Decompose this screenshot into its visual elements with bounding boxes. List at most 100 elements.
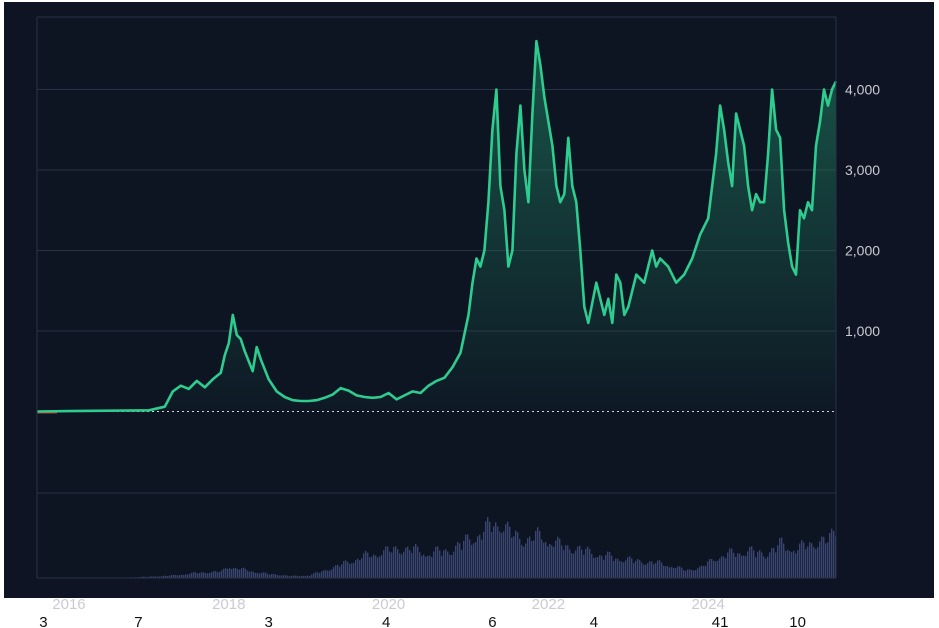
volume-bar [167, 576, 169, 578]
volume-bar [245, 568, 247, 578]
volume-bar [585, 548, 587, 578]
volume-bar [665, 566, 667, 578]
volume-bar [283, 575, 285, 578]
volume-bar [179, 575, 181, 578]
volume-bar [581, 549, 583, 578]
volume-bar [795, 553, 797, 578]
volume-bar [481, 539, 483, 578]
volume-bar [549, 544, 551, 578]
volume-bar [577, 546, 579, 578]
volume-bar [809, 542, 811, 578]
volume-bar [253, 571, 255, 578]
volume-bar [397, 549, 399, 578]
volume-bar [543, 542, 545, 578]
volume-bar [567, 545, 569, 578]
volume-bar [797, 550, 799, 578]
volume-bar [477, 536, 479, 578]
volume-bar [489, 521, 491, 578]
volume-bar [227, 568, 229, 578]
volume-bar [231, 568, 233, 578]
volume-bar [497, 526, 499, 578]
volume-bar [723, 556, 725, 578]
volume-bar [307, 575, 309, 578]
volume-bar [207, 573, 209, 578]
volume-bar [673, 567, 675, 578]
axes [36, 16, 837, 579]
volume-bar [747, 551, 749, 578]
volume-bar [701, 565, 703, 578]
volume-bar [303, 575, 305, 578]
volume-bar [291, 575, 293, 578]
volume-bar [781, 537, 783, 578]
volume-bar [233, 568, 235, 578]
volume-bar [765, 558, 767, 578]
volume-bar [601, 555, 603, 578]
volume-bar [201, 572, 203, 578]
volume-bar [529, 536, 531, 578]
volume-bar [151, 576, 153, 578]
volume-bar [555, 540, 557, 578]
volume-bar [473, 543, 475, 578]
price-area-fill [37, 41, 836, 412]
volume-bar [211, 571, 213, 578]
volume-bar [153, 576, 155, 578]
volume-bar [175, 575, 177, 578]
volume-bar [691, 569, 693, 578]
volume-bar [143, 576, 145, 578]
volume-bar [591, 554, 593, 578]
volume-bar [413, 546, 415, 578]
volume-bar [267, 573, 269, 578]
volume-bar [197, 573, 199, 578]
volume-bar [165, 575, 167, 578]
volume-bar [443, 550, 445, 578]
volume-bar [463, 540, 465, 578]
volume-bar [731, 548, 733, 578]
volume-bar [423, 554, 425, 578]
volume-bar [767, 556, 769, 578]
volume-bar [707, 561, 709, 578]
volume-bar [379, 556, 381, 578]
volume-bar [479, 534, 481, 578]
volume-bar [439, 550, 441, 578]
bottom-label: 3 [39, 614, 47, 628]
volume-bar [313, 573, 315, 578]
volume-bar [763, 556, 765, 578]
volume-bar [371, 556, 373, 578]
volume-bars [119, 516, 837, 578]
volume-bar [801, 540, 803, 578]
volume-bar [435, 546, 437, 578]
volume-bar [695, 569, 697, 578]
volume-bar [735, 556, 737, 578]
volume-bar [621, 561, 623, 578]
volume-bar [387, 546, 389, 578]
volume-bar [769, 552, 771, 578]
volume-bar [295, 575, 297, 578]
volume-bar [483, 531, 485, 578]
volume-bar [777, 545, 779, 578]
volume-bar [791, 552, 793, 578]
volume-bar [315, 572, 317, 578]
volume-bar [671, 566, 673, 578]
volume-bar [415, 543, 417, 578]
y-tick-label: 2,000 [845, 242, 880, 258]
x-tick-label: 2020 [372, 596, 405, 613]
volume-bar [141, 576, 143, 578]
volume-bar [337, 564, 339, 578]
volume-bar [709, 558, 711, 578]
volume-bar [343, 561, 345, 578]
volume-bar [345, 560, 347, 578]
volume-bar [199, 572, 201, 578]
volume-bar [469, 539, 471, 578]
volume-bar [399, 553, 401, 578]
y-tick-label: 4,000 [845, 81, 880, 97]
volume-bar [573, 553, 575, 578]
volume-bar [687, 569, 689, 578]
volume-bar [265, 572, 267, 578]
volume-bar [433, 551, 435, 578]
volume-bar [467, 534, 469, 578]
volume-bar [525, 543, 527, 578]
x-tick-label: 2022 [532, 596, 565, 613]
volume-bar [523, 546, 525, 578]
volume-bar [827, 542, 829, 578]
volume-bar [393, 547, 395, 578]
